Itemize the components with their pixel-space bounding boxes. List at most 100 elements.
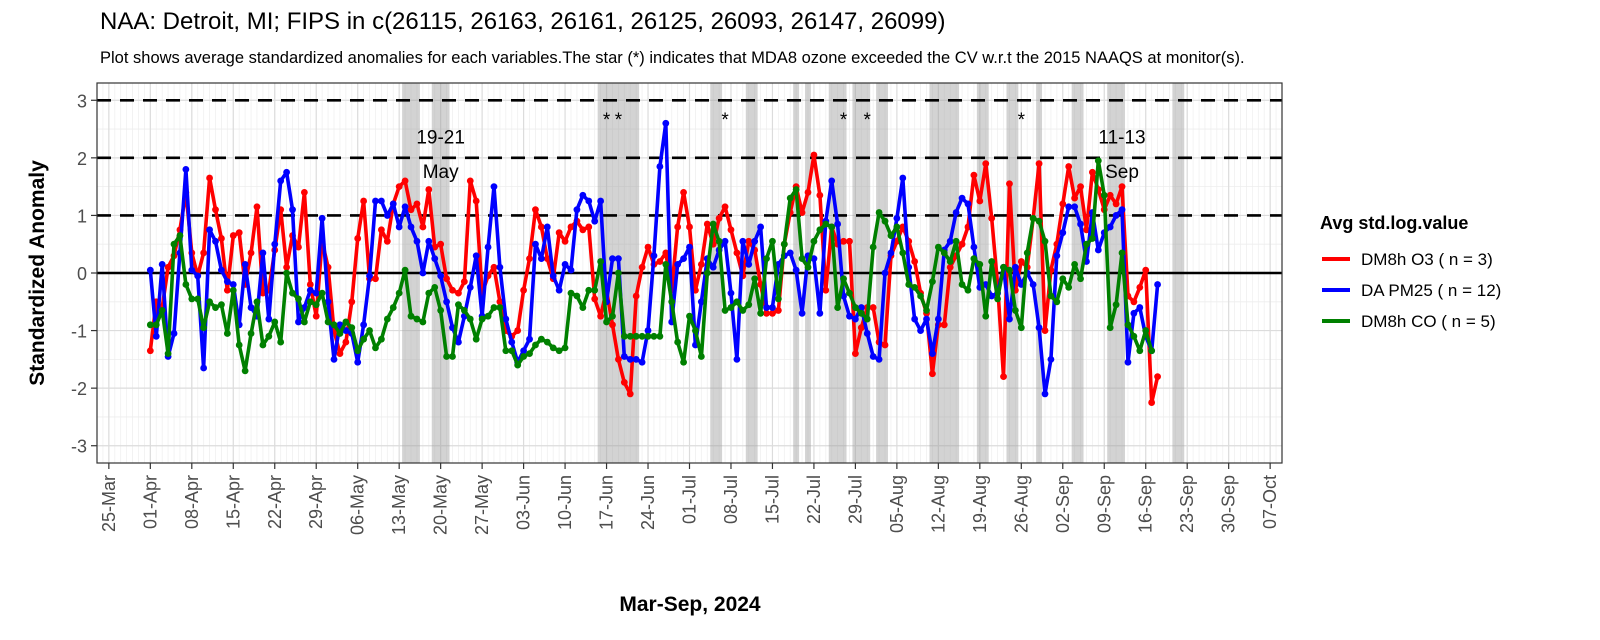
data-point bbox=[443, 353, 450, 360]
x-tick-label: 20-May bbox=[431, 475, 451, 535]
data-point bbox=[745, 237, 753, 245]
data-point bbox=[1130, 332, 1138, 340]
data-point bbox=[383, 237, 391, 245]
data-point bbox=[852, 304, 859, 311]
data-point bbox=[692, 327, 699, 334]
data-point bbox=[300, 318, 308, 326]
data-point bbox=[526, 255, 533, 263]
x-tick-label: 17-Jun bbox=[597, 475, 617, 530]
data-point bbox=[431, 255, 439, 263]
y-tick-label: -3 bbox=[71, 437, 87, 457]
data-point bbox=[443, 275, 450, 283]
data-point bbox=[490, 263, 498, 271]
x-tick-label: 09-Sep bbox=[1094, 475, 1114, 533]
data-point bbox=[520, 353, 527, 360]
data-point bbox=[342, 318, 350, 326]
data-point bbox=[988, 258, 996, 265]
data-point bbox=[212, 304, 219, 311]
data-point bbox=[822, 286, 830, 294]
data-point bbox=[366, 327, 373, 334]
data-point bbox=[585, 286, 593, 294]
data-point bbox=[727, 304, 735, 311]
data-point bbox=[413, 315, 421, 323]
data-point bbox=[603, 318, 610, 326]
data-point bbox=[200, 364, 208, 372]
data-point bbox=[218, 235, 225, 242]
data-point bbox=[1053, 298, 1061, 306]
data-point bbox=[389, 200, 397, 208]
data-point bbox=[360, 321, 368, 329]
data-point bbox=[443, 298, 450, 306]
data-point bbox=[638, 263, 646, 271]
data-point bbox=[1011, 263, 1019, 271]
data-point bbox=[597, 197, 605, 205]
data-point bbox=[182, 165, 190, 173]
x-tick-label: 26-Aug bbox=[1011, 475, 1031, 533]
data-point bbox=[1100, 191, 1108, 199]
data-point bbox=[1112, 212, 1120, 219]
data-point bbox=[312, 301, 320, 309]
data-point bbox=[763, 309, 770, 317]
data-point bbox=[697, 260, 705, 268]
data-point bbox=[988, 292, 996, 300]
data-point bbox=[727, 289, 735, 297]
data-point bbox=[573, 292, 581, 300]
data-point bbox=[1112, 200, 1120, 208]
x-tick-label: 24-Jun bbox=[638, 475, 658, 530]
data-point bbox=[567, 289, 575, 297]
data-point bbox=[911, 258, 919, 265]
x-tick-label: 16-Sep bbox=[1136, 475, 1156, 533]
legend-label: DA PM25 ( n = 12) bbox=[1361, 281, 1501, 300]
data-point bbox=[537, 255, 545, 263]
data-point bbox=[686, 223, 693, 231]
data-point bbox=[543, 338, 551, 346]
series-2 bbox=[146, 157, 1156, 375]
y-axis-title: Standardized Anomaly bbox=[26, 160, 49, 386]
data-point bbox=[407, 223, 415, 231]
annotation-label: 11-13 bbox=[1098, 127, 1145, 148]
data-point bbox=[478, 315, 486, 323]
data-point bbox=[970, 243, 978, 251]
data-point bbox=[946, 263, 954, 271]
data-point bbox=[164, 350, 172, 358]
data-point bbox=[733, 298, 741, 306]
data-point bbox=[721, 203, 729, 211]
data-point bbox=[632, 355, 640, 363]
data-point bbox=[253, 203, 261, 211]
x-tick-label: 10-Jun bbox=[555, 475, 575, 530]
data-point bbox=[561, 260, 569, 268]
x-tick-label: 12-Aug bbox=[928, 475, 948, 533]
data-point bbox=[526, 350, 533, 358]
data-point bbox=[229, 286, 237, 294]
data-point bbox=[1136, 347, 1144, 355]
data-point bbox=[786, 249, 794, 257]
annotation-label: May bbox=[423, 162, 459, 183]
data-point bbox=[1017, 324, 1025, 332]
data-point bbox=[1106, 324, 1114, 332]
data-point bbox=[863, 330, 871, 337]
data-point bbox=[460, 278, 468, 286]
data-point bbox=[1094, 157, 1102, 165]
data-point bbox=[235, 341, 243, 349]
data-point bbox=[354, 347, 362, 355]
data-point bbox=[804, 263, 812, 271]
data-point bbox=[324, 318, 332, 326]
data-point bbox=[176, 232, 184, 239]
data-point bbox=[419, 223, 427, 231]
data-point bbox=[727, 226, 735, 234]
star-marker: * bbox=[615, 110, 623, 131]
x-tick-label: 22-Apr bbox=[265, 475, 285, 529]
data-point bbox=[354, 358, 362, 366]
data-point bbox=[579, 191, 587, 199]
x-tick-label: 07-Oct bbox=[1260, 475, 1280, 529]
data-point bbox=[1041, 237, 1049, 245]
data-point bbox=[146, 266, 154, 274]
data-point bbox=[970, 255, 978, 263]
data-point bbox=[200, 249, 208, 257]
data-point bbox=[929, 370, 936, 378]
data-point bbox=[182, 281, 190, 288]
data-point bbox=[881, 341, 889, 349]
data-point bbox=[786, 194, 794, 202]
data-point bbox=[158, 260, 166, 268]
